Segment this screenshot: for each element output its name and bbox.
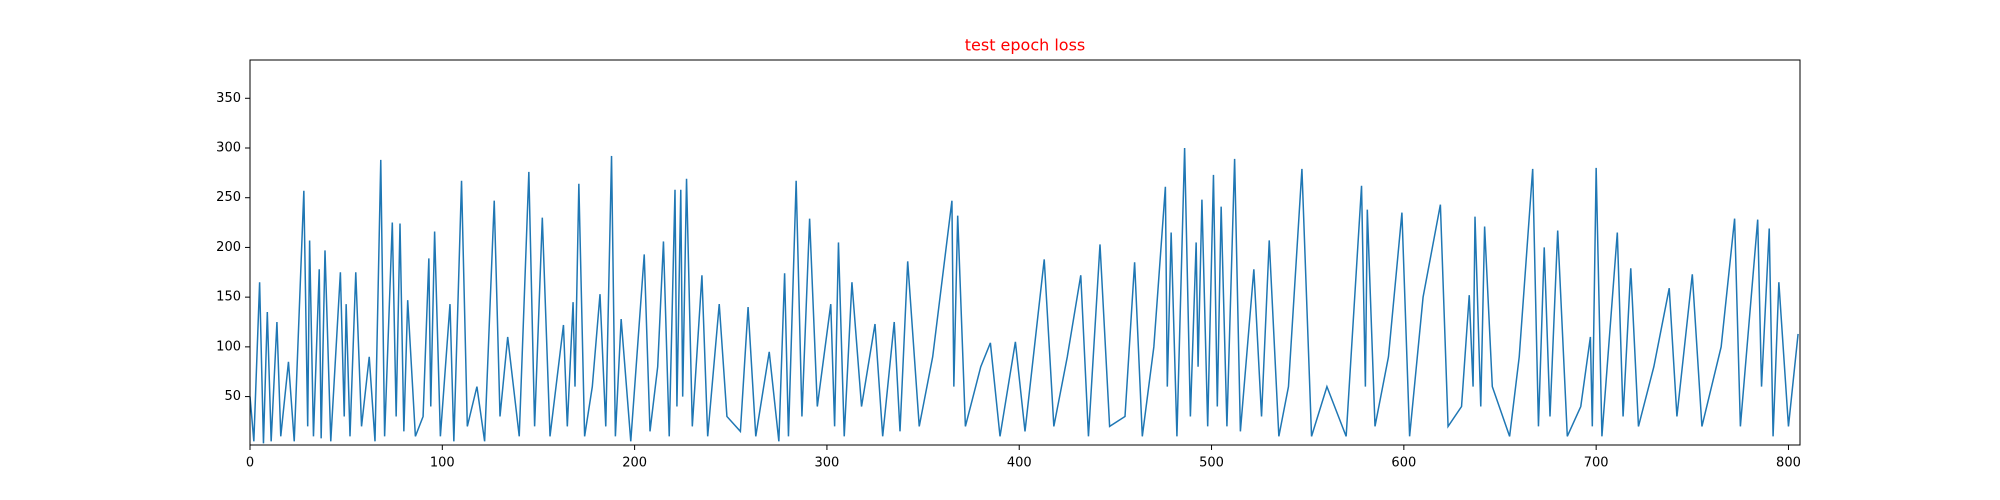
y-tick-label: 150 [216, 290, 241, 305]
x-tick-label: 200 [622, 456, 647, 471]
x-tick-label: 0 [246, 456, 254, 471]
y-tick-label: 300 [216, 140, 241, 155]
y-tick-label: 100 [216, 339, 241, 354]
x-tick-label: 400 [1007, 456, 1032, 471]
y-tick-label: 250 [216, 190, 241, 205]
x-tick-label: 100 [430, 456, 455, 471]
x-tick-label: 700 [1584, 456, 1609, 471]
x-tick-label: 600 [1391, 456, 1416, 471]
plot-frame [249, 59, 1801, 446]
data-line [249, 147, 1799, 444]
x-tick-label: 500 [1199, 456, 1224, 471]
y-tick-label: 200 [216, 240, 241, 255]
y-tick-label: 350 [216, 91, 241, 106]
y-tick-label: 50 [224, 389, 241, 404]
x-tick-label: 300 [815, 456, 840, 471]
x-tick-label: 800 [1776, 456, 1801, 471]
chart-title: test epoch loss [965, 36, 1086, 55]
